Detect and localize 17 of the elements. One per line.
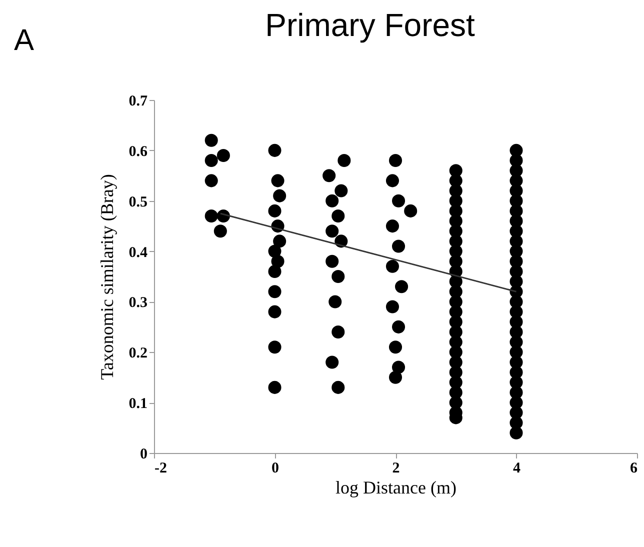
- x-tick-label: 2: [392, 460, 400, 476]
- x-tick-label: 6: [630, 460, 638, 476]
- y-tick-label: 0.2: [128, 346, 148, 362]
- x-tick-label: 4: [513, 460, 521, 476]
- x-tick-label: 0: [272, 460, 279, 476]
- y-tick-label: 0.3: [128, 295, 148, 312]
- x-tick-label: -2: [154, 460, 167, 476]
- y-tick-label: 0.7: [128, 94, 148, 110]
- y-tick-label: 0.5: [128, 194, 148, 210]
- y-tick-label: 0: [140, 446, 148, 462]
- chart-title: Primary Forest: [265, 7, 476, 43]
- y-tick-label: 0.4: [128, 244, 148, 261]
- y-axis-title: Taxonomic similarity (Bray): [96, 174, 117, 380]
- text: A: [14, 24, 34, 57]
- x-axis-title: log Distance (m): [336, 478, 456, 498]
- y-tick-label: 0.6: [128, 144, 148, 160]
- y-tick-label: 0.1: [128, 396, 148, 412]
